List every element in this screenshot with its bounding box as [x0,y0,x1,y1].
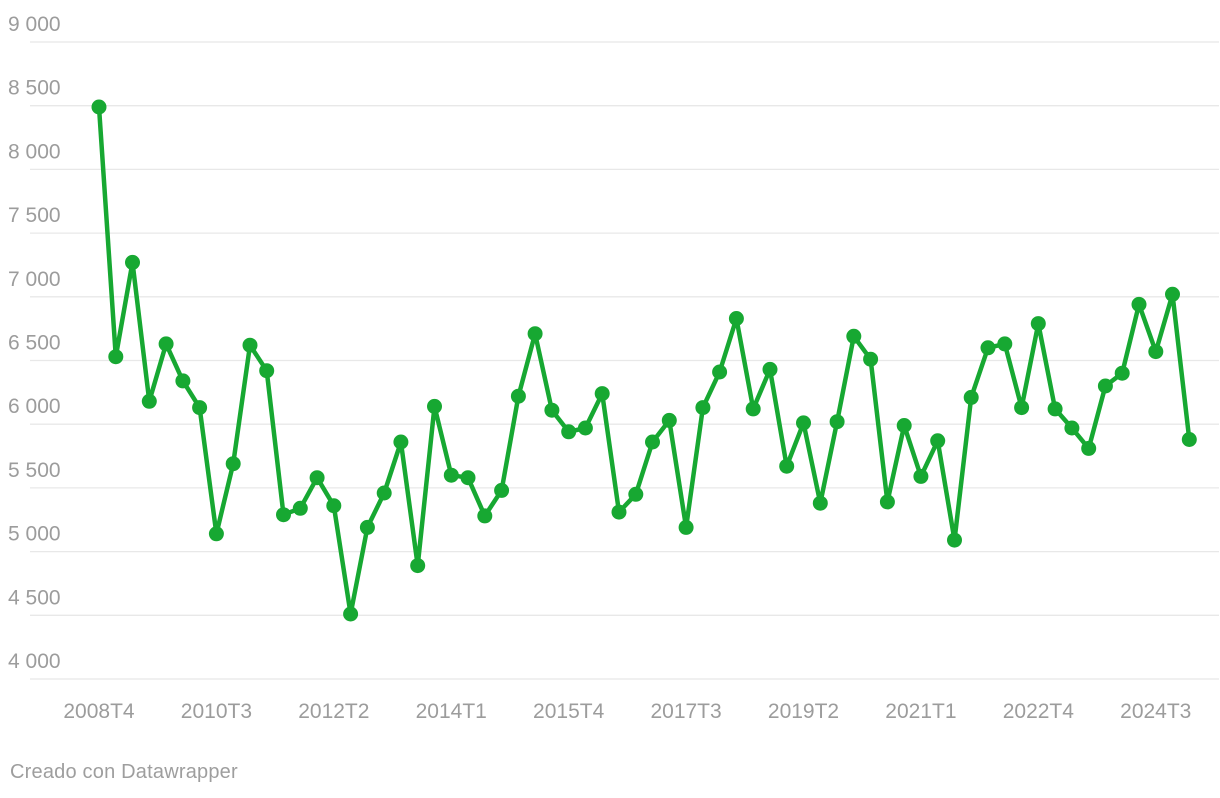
data-point[interactable] [175,373,191,389]
data-point[interactable] [192,400,208,416]
data-point[interactable] [292,500,308,516]
data-point[interactable] [980,340,996,356]
data-point[interactable] [577,420,593,436]
x-tick-label: 2022T4 [1003,700,1075,723]
data-point[interactable] [879,494,895,510]
data-point[interactable] [1097,378,1113,394]
data-point[interactable] [896,418,912,433]
x-tick-label: 2021T1 [885,700,956,723]
data-point[interactable] [1131,296,1147,312]
data-point[interactable] [208,526,224,542]
data-point[interactable] [141,393,157,409]
data-point[interactable] [812,495,828,511]
x-tick-label: 2010T3 [181,700,252,723]
data-point[interactable] [628,486,644,502]
data-point[interactable] [997,336,1013,352]
data-point[interactable] [645,434,660,450]
y-tick-label: 6 000 [8,395,61,418]
data-point[interactable] [527,326,543,342]
data-point[interactable] [1030,316,1046,332]
data-point[interactable] [745,401,761,417]
series-line [96,104,1192,617]
data-point[interactable] [343,606,359,622]
data-point[interactable] [410,558,426,574]
data-point[interactable] [359,519,375,535]
y-tick-label: 6 500 [8,332,61,355]
datawrapper-credit: Creado con Datawrapper [10,761,238,783]
data-point[interactable] [91,99,107,115]
x-tick-label: 2015T4 [533,700,605,723]
data-point[interactable] [1081,440,1097,456]
data-point[interactable] [309,470,325,486]
data-point[interactable] [125,254,140,270]
data-point[interactable] [963,389,979,405]
y-tick-label: 7 000 [8,268,61,291]
data-point[interactable] [594,386,610,402]
data-point[interactable] [1165,286,1180,302]
x-tick-label: 2017T3 [650,700,721,723]
data-point[interactable] [695,400,711,416]
data-point[interactable] [678,519,694,535]
y-tick-label: 7 500 [8,204,61,227]
data-point[interactable] [494,482,510,498]
data-point[interactable] [611,504,627,520]
data-point[interactable] [242,337,258,353]
data-point[interactable] [930,433,946,449]
data-point[interactable] [108,349,124,365]
y-tick-label: 8 500 [8,77,61,100]
data-point[interactable] [712,364,728,380]
data-point[interactable] [947,532,962,548]
data-point[interactable] [376,485,392,501]
x-tick-label: 2012T2 [298,700,369,723]
x-tick-label: 2014T1 [416,700,487,723]
data-point[interactable] [1064,420,1080,436]
data-point[interactable] [276,507,291,523]
data-point[interactable] [829,414,845,430]
data-point[interactable] [443,467,459,483]
x-tick-label: 2024T3 [1120,700,1191,723]
data-point[interactable] [477,508,493,524]
data-point[interactable] [225,456,241,472]
data-point[interactable] [1014,400,1030,416]
data-point[interactable] [510,388,526,404]
y-tick-label: 5 000 [8,523,61,546]
x-tick-label: 2019T2 [768,700,839,723]
data-point[interactable] [259,363,275,379]
data-point[interactable] [1148,344,1164,360]
data-point[interactable] [779,458,795,474]
data-point[interactable] [460,470,476,486]
data-point[interactable] [846,328,862,344]
data-point[interactable] [158,336,174,352]
y-tick-label: 4 000 [8,650,61,673]
data-point[interactable] [561,424,577,440]
data-point[interactable] [661,412,677,428]
data-point[interactable] [913,468,929,484]
data-point[interactable] [1181,432,1197,447]
data-point[interactable] [326,498,342,514]
y-tick-label: 8 000 [8,140,61,163]
y-tick-label: 4 500 [8,586,61,609]
data-point[interactable] [863,351,879,367]
data-point[interactable] [796,415,811,431]
y-tick-label: 5 500 [8,459,61,482]
y-tick-label: 9 000 [8,13,61,36]
data-point[interactable] [427,398,442,414]
data-point[interactable] [762,361,778,377]
data-point[interactable] [1047,401,1063,417]
x-tick-label: 2008T4 [63,700,135,723]
data-point[interactable] [393,434,409,450]
data-point[interactable] [728,311,744,326]
data-point[interactable] [1114,365,1130,381]
data-point[interactable] [544,402,560,418]
